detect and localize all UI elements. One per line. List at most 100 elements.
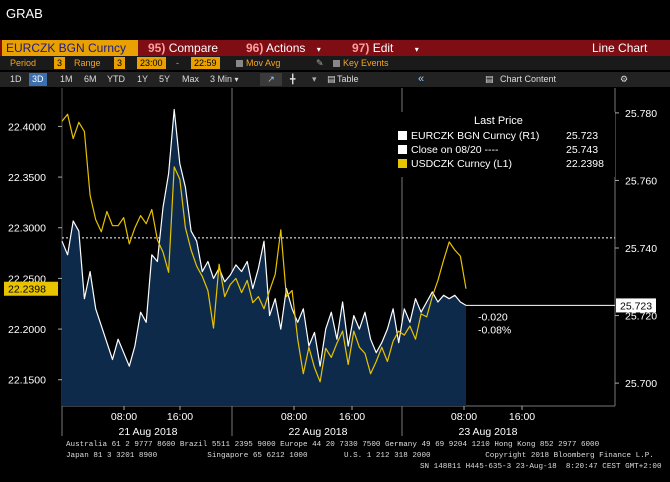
start-time-input[interactable]: 23:00 xyxy=(137,57,166,69)
last-value-tag-right xyxy=(616,298,656,313)
period-input[interactable]: 3 xyxy=(54,57,66,69)
left-axis-tick: 22.1500 xyxy=(8,375,46,387)
close-swatch xyxy=(398,145,407,154)
actions-label: Actions xyxy=(266,41,306,55)
line-tool-icon[interactable]: ↗ xyxy=(260,73,282,86)
right-axis-tick: 25.700 xyxy=(625,378,657,390)
mov-avg-label: Mov Avg xyxy=(246,58,281,68)
interval-dropdown[interactable]: 3 Min ▾ xyxy=(210,73,239,86)
pencil-icon[interactable]: ✎ xyxy=(316,58,324,68)
legend-label-close: Close on 08/20 ---- xyxy=(411,144,499,156)
range-button-3d[interactable]: 3D xyxy=(29,73,47,86)
compare-number: 95) xyxy=(148,41,166,55)
ticker-field[interactable]: EURCZK BGN Curncy xyxy=(2,40,138,56)
range-input[interactable]: 3 xyxy=(114,57,126,69)
date-label: 23 Aug 2018 xyxy=(459,426,518,438)
edit-dropdown-icon: ▾ xyxy=(414,45,419,54)
range-button-1y[interactable]: 1Y xyxy=(137,74,149,84)
footer-phones-line2: Japan 81 3 3201 8900 Singapore 65 6212 1… xyxy=(66,452,654,460)
x-tick-label: 16:00 xyxy=(509,411,535,423)
legend-label-eurczk: EURCZK BGN Curncy (R1) xyxy=(411,130,540,142)
usdczk-line xyxy=(61,113,467,383)
edit-number: 97) xyxy=(352,41,370,55)
legend-row-eurczk[interactable]: EURCZK BGN Curncy (R1) 25.723 xyxy=(398,130,598,143)
right-axis-tick: 25.740 xyxy=(625,243,657,255)
right-axis: 25.780 25.760 25.740 25.720 25.700 xyxy=(615,108,657,390)
window-title: GRAB xyxy=(6,6,43,21)
mov-avg-toggle[interactable]: Mov Avg xyxy=(236,57,280,69)
last-value-tag-left xyxy=(4,281,58,296)
value-markers: 25.723 22.2398 -0.020-0.08% xyxy=(4,281,656,336)
period-bar: Period 3 Range 3 23:00 - 22:59 Mov Avg ✎… xyxy=(0,56,670,70)
x-tick-label: 08:00 xyxy=(281,411,307,423)
usdczk-swatch xyxy=(398,159,407,168)
mov-avg-checkbox-icon xyxy=(236,60,243,68)
compare-label: Compare xyxy=(168,41,219,55)
x-tick-label: 08:00 xyxy=(111,411,137,423)
left-axis-tick: 22.4000 xyxy=(8,121,46,133)
compare-button[interactable]: 95) Compare xyxy=(148,40,218,56)
footer-phones-line1: Australia 61 2 9777 8600 Brazil 5511 239… xyxy=(66,441,600,449)
actions-dropdown-icon: ▾ xyxy=(316,45,321,54)
table-icon[interactable]: ▤ xyxy=(327,74,336,84)
left-axis-tick: 22.3000 xyxy=(8,223,46,235)
footer-session-info: SN 148811 H445-635-3 23-Aug-18 8:20:47 C… xyxy=(420,463,662,471)
series-layer xyxy=(61,108,467,406)
interval-label: 3 Min xyxy=(210,74,233,84)
date-label: 21 Aug 2018 xyxy=(119,426,178,438)
right-axis-tick: 25.720 xyxy=(625,311,657,323)
legend-row-usdczk[interactable]: USDCZK Curncy (L1) 22.2398 xyxy=(398,158,604,171)
edit-button[interactable]: 97) Edit ▾ xyxy=(352,40,419,56)
legend-title: Last Price xyxy=(474,115,523,127)
legend-value-eurczk: 25.723 xyxy=(566,130,599,142)
legend-label-usdczk: USDCZK Curncy (L1) xyxy=(411,158,512,170)
chart-content-icon: ▤ xyxy=(485,74,494,84)
range-button-5y[interactable]: 5Y xyxy=(159,74,171,84)
legend: Last Price EURCZK BGN Curncy (R1) 25.723… xyxy=(390,112,615,177)
end-time-input[interactable]: 22:59 xyxy=(191,57,220,69)
left-axis-tick: 22.2000 xyxy=(8,324,46,336)
range-button-ytd[interactable]: YTD xyxy=(107,74,125,84)
key-events-checkbox-icon xyxy=(333,60,340,68)
settings-gear-icon[interactable]: ⚙ xyxy=(620,74,629,84)
crosshair-tool-icon[interactable]: ╋ xyxy=(290,74,296,84)
key-events-label: Key Events xyxy=(343,58,389,68)
change-abs-label: -0.020 xyxy=(478,311,508,323)
drawing-dropdown-icon[interactable]: ▾ xyxy=(312,74,317,84)
eurczk-swatch xyxy=(398,131,407,140)
edit-label: Edit xyxy=(372,41,394,55)
range-label: Range xyxy=(74,58,101,68)
right-axis-tick: 25.760 xyxy=(625,175,657,187)
range-button-max[interactable]: Max xyxy=(182,74,200,84)
date-label: 22 Aug 2018 xyxy=(289,426,348,438)
x-tick-label: 16:00 xyxy=(339,411,365,423)
range-button-6m[interactable]: 6M xyxy=(84,74,97,84)
last-value-right-label: 25.723 xyxy=(620,300,652,312)
time-separator: - xyxy=(176,58,179,68)
time-axis: 08:00 16:00 08:00 16:00 08:00 16:00 21 Aug 201… xyxy=(61,406,535,438)
range-button-1d[interactable]: 1D xyxy=(10,74,22,84)
x-tick-label: 08:00 xyxy=(451,411,477,423)
right-axis-tick: 25.780 xyxy=(625,108,657,120)
legend-value-usdczk: 22.2398 xyxy=(566,158,604,170)
range-bar: 1D 3D 1M 6M YTD 1Y 5Y Max 3 Min ▾ ↗ ╋ ▾ … xyxy=(0,72,670,87)
actions-number: 96) xyxy=(246,41,264,55)
legend-value-close: 25.743 xyxy=(566,144,599,156)
title-toolbar: EURCZK BGN Curncy 95) Compare 96) Action… xyxy=(0,40,670,56)
eurczk-area xyxy=(62,109,466,406)
left-axis: 22.400022.350022.300022.250022.200022.15… xyxy=(8,121,62,387)
table-button[interactable]: Table xyxy=(337,74,359,84)
x-tick-label: 16:00 xyxy=(167,411,193,423)
range-button-1m[interactable]: 1M xyxy=(60,74,73,84)
actions-button[interactable]: 96) Actions ▾ xyxy=(246,40,321,56)
interval-dropdown-icon: ▾ xyxy=(234,75,239,84)
chart-content-button[interactable]: Chart Content xyxy=(500,74,557,84)
last-value-left-label: 22.2398 xyxy=(8,284,46,296)
left-axis-tick: 22.3500 xyxy=(8,172,46,184)
period-label: Period xyxy=(10,58,37,68)
legend-row-close[interactable]: Close on 08/20 ---- 25.743 xyxy=(398,144,598,157)
key-events-toggle[interactable]: Key Events xyxy=(333,57,389,69)
collapse-left-icon[interactable]: « xyxy=(418,73,425,85)
chart-type-label[interactable]: Line Chart xyxy=(592,41,648,55)
eurczk-line xyxy=(61,108,467,367)
